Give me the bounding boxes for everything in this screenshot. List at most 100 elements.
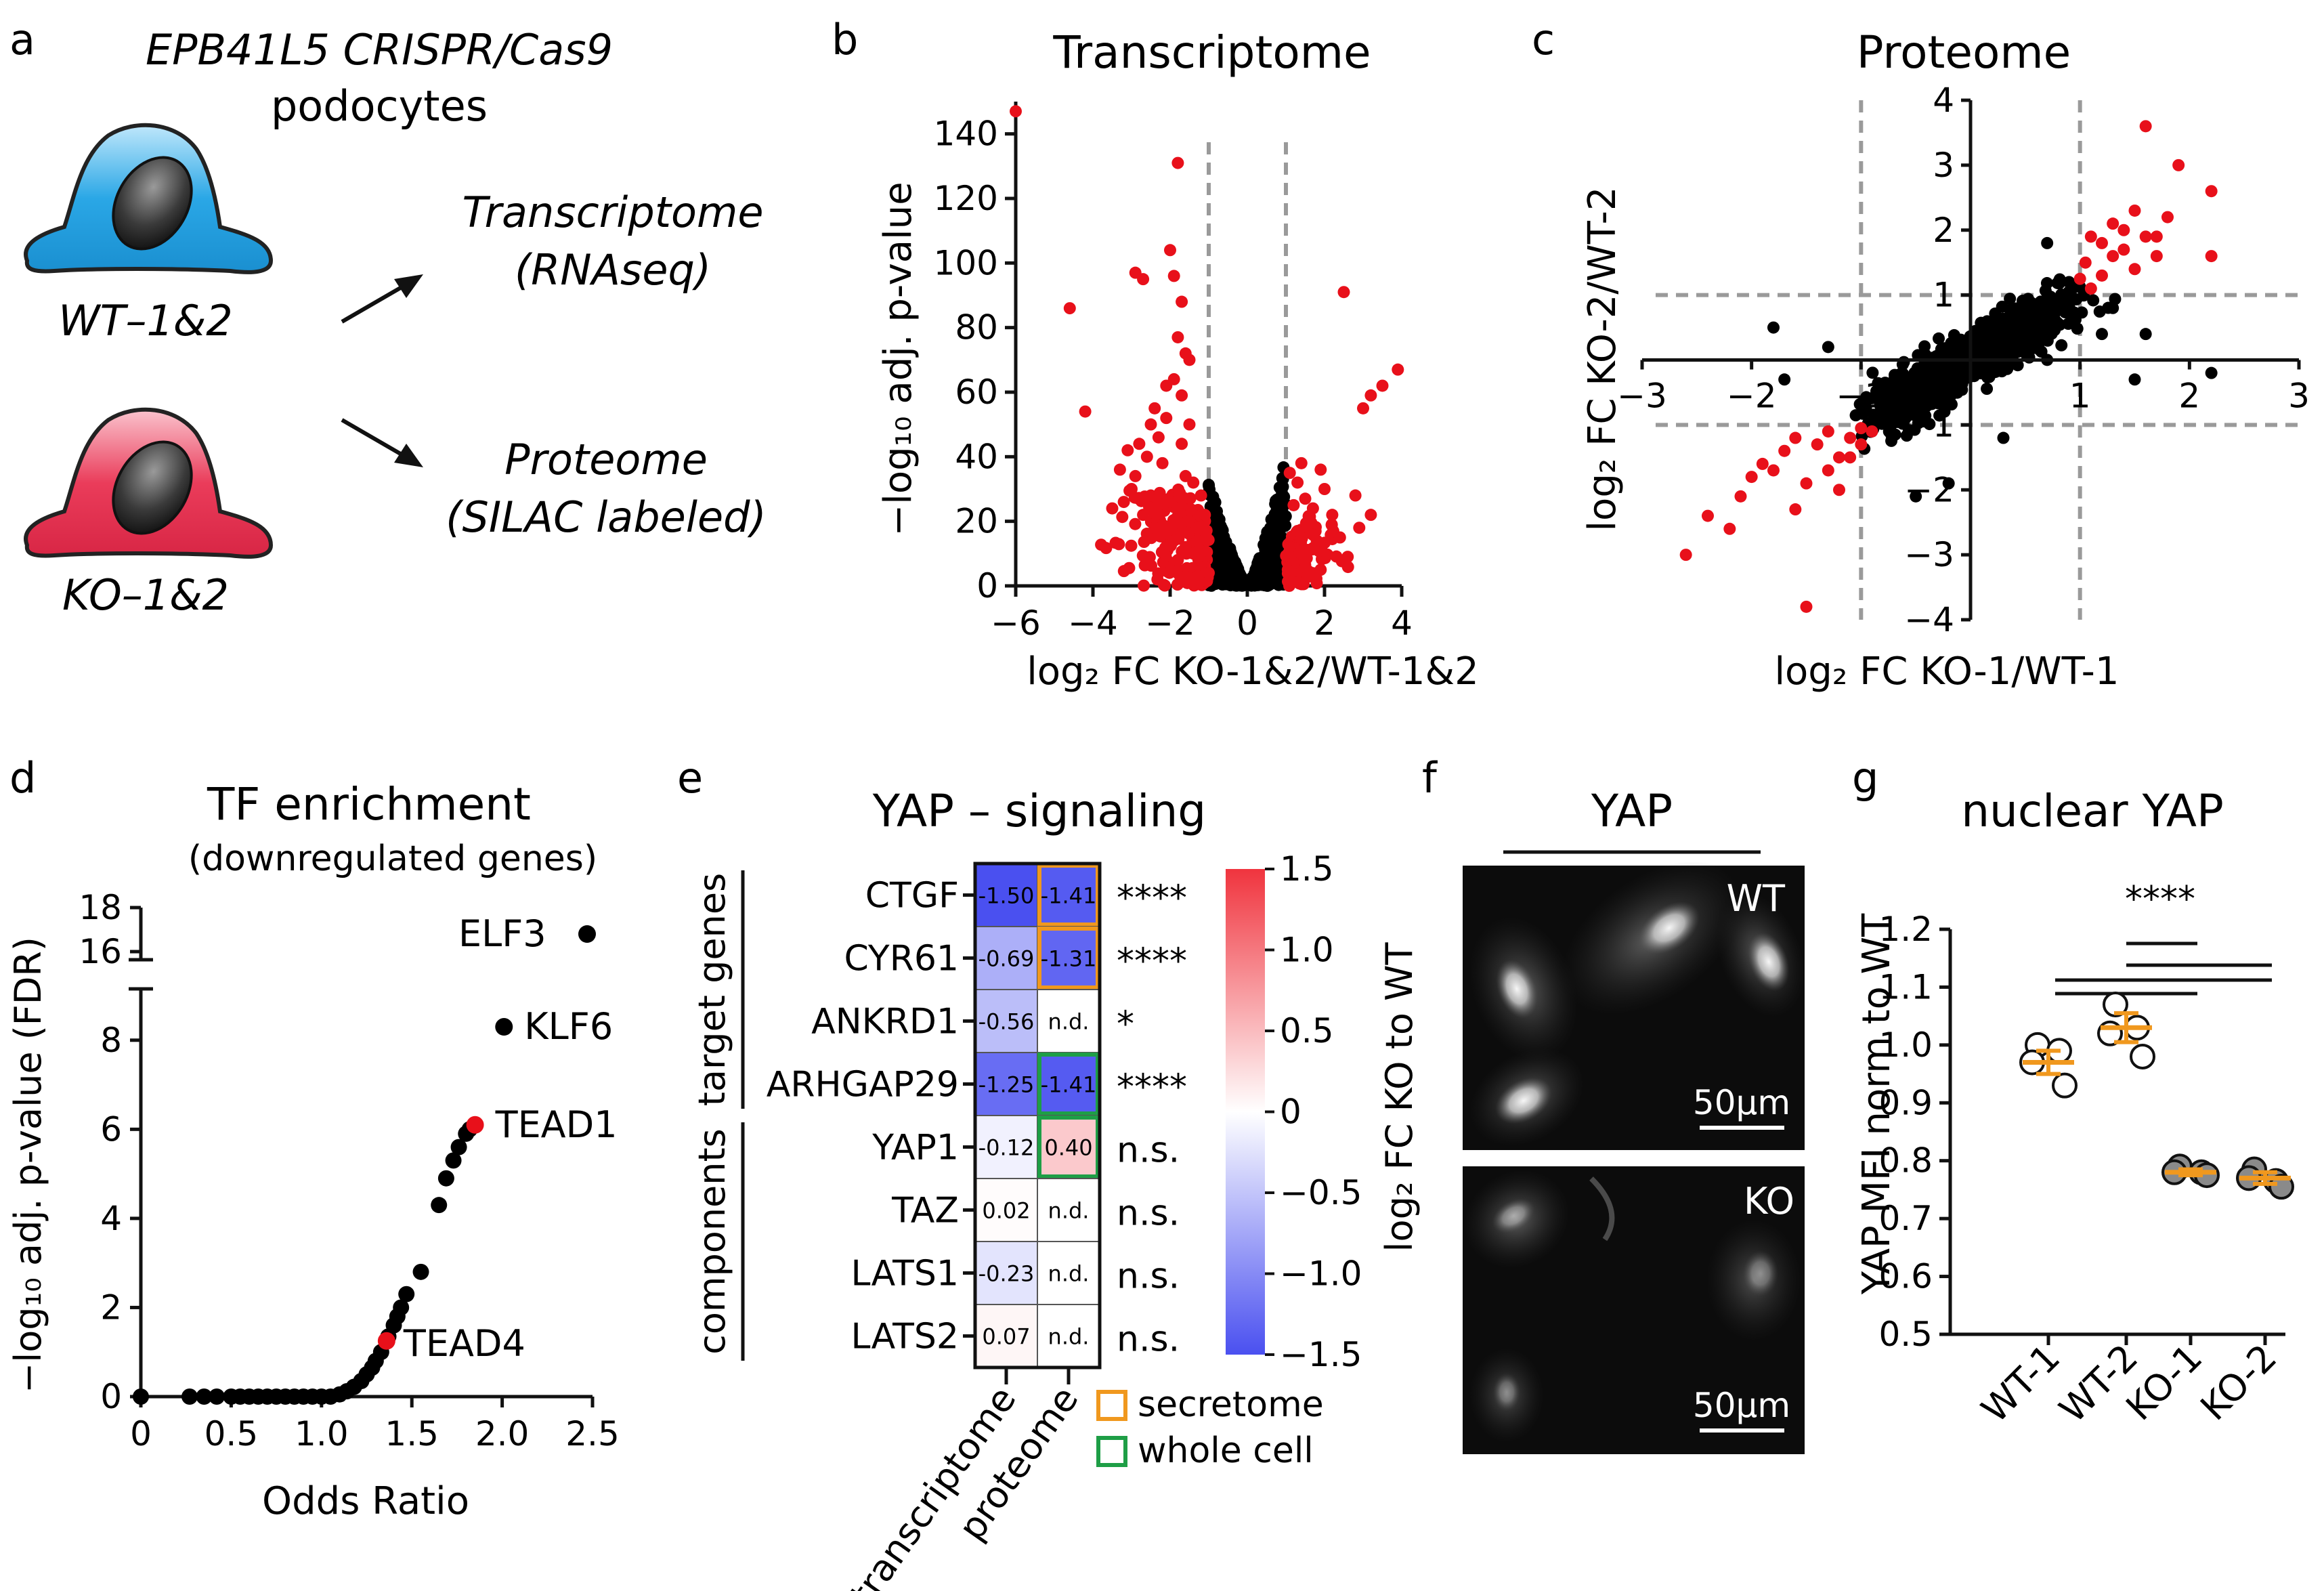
c-point-ns xyxy=(2050,315,2063,328)
b-point-sig xyxy=(1157,578,1170,591)
c-y-tick-label: −3 xyxy=(1904,535,1954,574)
b-point-sig xyxy=(1063,302,1076,315)
d-x-tick-label: 1.5 xyxy=(385,1414,439,1454)
e-cell xyxy=(1037,1178,1100,1242)
c-point-sig xyxy=(1833,484,1845,496)
d-point xyxy=(209,1388,225,1405)
b-point-sig xyxy=(1137,509,1150,522)
c-point-ns xyxy=(2057,293,2069,306)
b-point-sig xyxy=(1330,550,1343,563)
e-cell-label: n.d. xyxy=(1048,1009,1090,1035)
c-point-ns xyxy=(1938,405,1951,418)
b-point-sig xyxy=(1159,550,1172,563)
b-point-sig xyxy=(1153,498,1166,511)
out1-line1: Transcriptome xyxy=(462,188,763,237)
b-point-sig xyxy=(1349,489,1362,502)
e-sig-label: **** xyxy=(1117,941,1187,982)
c-point-ns xyxy=(2093,305,2106,318)
c-point-ns xyxy=(2027,304,2040,317)
b-y-tick-label: 60 xyxy=(955,373,998,412)
panel-d-xlabel: Odds Ratio xyxy=(262,1479,469,1523)
c-point-ns xyxy=(1897,368,1910,381)
e-colorbar-tick-label: −1.0 xyxy=(1280,1254,1362,1294)
b-point-sig xyxy=(1144,489,1157,502)
c-point-ns xyxy=(2107,301,2119,314)
c-point-ns xyxy=(2003,336,2016,349)
panel-f-title: YAP xyxy=(1591,785,1673,837)
c-point-sig xyxy=(2107,217,2119,230)
b-point-sig xyxy=(1167,270,1180,282)
g-x-tick-label: WT-1 xyxy=(1973,1336,2068,1431)
c-point-sig xyxy=(1833,451,1845,464)
c-point-sig xyxy=(1756,457,1769,470)
b-point-sig xyxy=(1303,515,1316,528)
e-cell xyxy=(974,863,1038,927)
e-cell-label: 0.07 xyxy=(982,1324,1030,1350)
e-cell xyxy=(1037,1304,1100,1368)
c-point-ns xyxy=(1767,321,1780,334)
c-point-ns xyxy=(2027,316,2040,328)
g-x-tick-label: KO-1 xyxy=(2117,1336,2210,1429)
c-point-sig xyxy=(1866,425,1878,438)
c-point-sig xyxy=(1778,444,1791,457)
panel-g-nuclear-yap: nuclear YAP YAP MFI norm to WT 0.5 0.6 0.7… xyxy=(1855,785,2294,1431)
c-point-ns xyxy=(2052,277,2065,290)
b-point-sig xyxy=(1144,418,1157,431)
b-point-sig xyxy=(1187,476,1200,489)
e-cell xyxy=(974,1115,1038,1179)
c-point-sig xyxy=(2084,282,2097,295)
e-legend-label: secretome xyxy=(1138,1384,1324,1425)
b-point-sig xyxy=(1133,438,1146,450)
e-sig-label: n.s. xyxy=(1117,1319,1180,1360)
e-row-label: LATS2 xyxy=(851,1317,959,1357)
b-point-sig xyxy=(1129,469,1142,482)
panel-letter-f: f xyxy=(1422,753,1438,803)
c-point-ns xyxy=(1887,381,1900,394)
c-point-ns xyxy=(1914,404,1927,417)
b-point-sig xyxy=(1148,522,1161,534)
b-point-ns xyxy=(1211,510,1224,523)
b-point-sig xyxy=(1100,542,1113,555)
panel-a: EPB41L5 CRISPR/Cas9 podocytes WT–1&2 KO–… xyxy=(24,25,767,620)
out1-line2: (RNAseq) xyxy=(515,245,711,295)
micro-ko-label: KO xyxy=(1744,1180,1794,1223)
b-x-tick-label: −2 xyxy=(1145,603,1195,643)
b-point-ns xyxy=(1270,570,1283,583)
b-y-tick-label: 80 xyxy=(955,308,998,347)
b-point-sig xyxy=(1140,450,1153,463)
b-point-sig xyxy=(1138,536,1150,549)
c-point-ns xyxy=(1870,385,1883,398)
e-legend-swatch xyxy=(1096,1436,1127,1467)
ko-cell xyxy=(24,407,274,559)
c-point-ns xyxy=(2044,291,2057,303)
c-point-ns xyxy=(1997,431,2010,444)
c-point-ns xyxy=(2035,345,2048,358)
c-point-ns xyxy=(1914,394,1927,407)
c-x-tick-label: −2 xyxy=(1727,377,1777,416)
c-y-tick-label: 1 xyxy=(1933,276,1954,315)
b-point-sig xyxy=(1079,405,1092,418)
b-point-ns xyxy=(1259,532,1272,545)
panel-d-subtitle: (downregulated genes) xyxy=(188,839,597,879)
g-y-tick-label: 0.8 xyxy=(1878,1141,1933,1181)
c-point-sig xyxy=(1855,438,1868,451)
d-point xyxy=(431,1197,448,1214)
b-point-sig xyxy=(1125,483,1138,495)
wt-cell xyxy=(24,123,274,274)
b-point-sig xyxy=(1295,457,1308,469)
c-point-sig xyxy=(2139,120,2152,133)
c-point-ns xyxy=(1953,383,1966,396)
d-point xyxy=(412,1263,429,1280)
c-point-sig xyxy=(2096,236,2108,249)
e-cell-outline xyxy=(1037,1053,1100,1116)
c-point-ns xyxy=(1923,418,1936,431)
b-point-sig xyxy=(1180,570,1192,583)
b-point-sig xyxy=(1201,534,1213,547)
b-point-sig xyxy=(1299,492,1312,505)
c-point-ns xyxy=(1981,383,1994,396)
panel-b-volcano: Transcriptome −log₁₀ adj. p-value log₂ F… xyxy=(876,26,1479,694)
c-point-ns xyxy=(1971,334,1983,347)
c-point-ns xyxy=(2128,373,2141,386)
panel-c-title: Proteome xyxy=(1857,26,2071,79)
